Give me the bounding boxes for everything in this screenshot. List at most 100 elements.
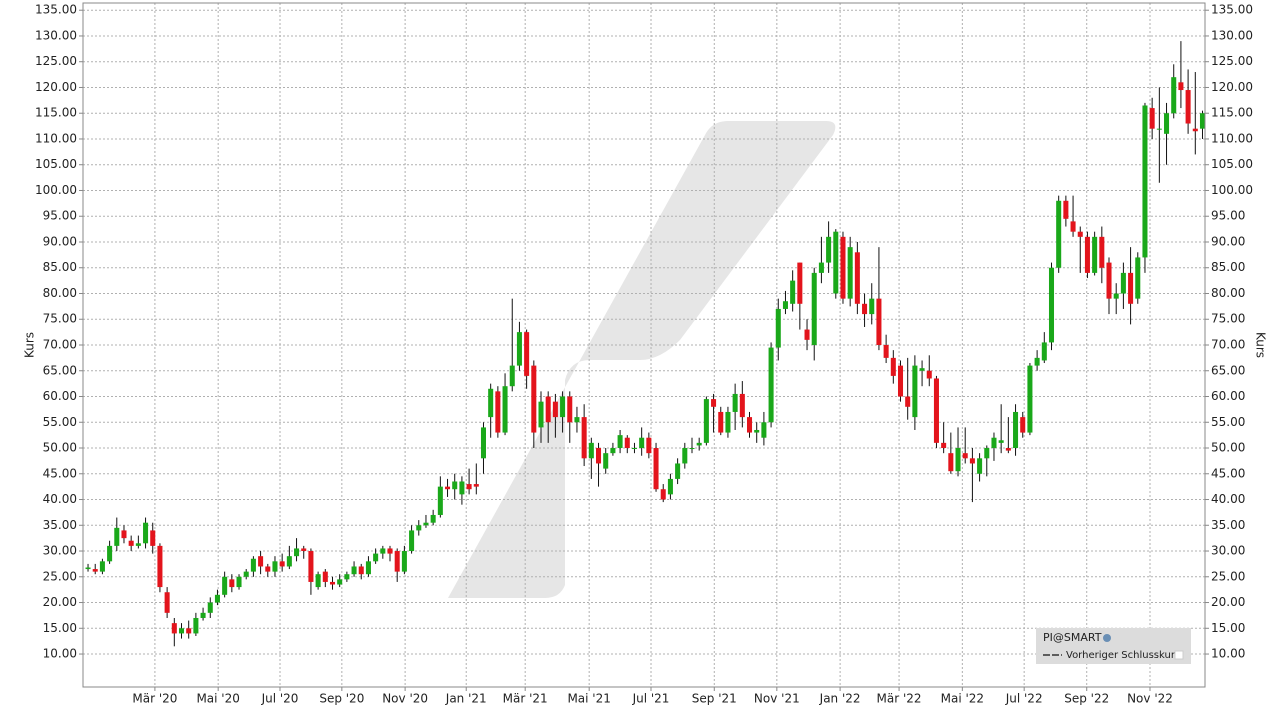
candle-body [617,435,623,449]
candle-body [423,522,429,526]
y2-tick-label: 40.00 [1211,492,1245,506]
candle-body [840,236,846,299]
y-tick-label: 55.00 [43,415,77,429]
candle-body [445,486,451,490]
candle-body [811,272,817,345]
x-tick-label: Mai '20 [196,692,239,706]
candle-body [833,231,839,294]
candle-body [746,417,753,433]
candle-body [207,602,213,613]
candles [85,41,1205,647]
candle-body [1192,128,1198,132]
y2-tick-label: 70.00 [1211,338,1245,352]
x-tick-label: Jan '21 [445,692,487,706]
candle-body [1128,272,1134,304]
candle-body [322,571,328,582]
candle-body [214,594,220,603]
y2-tick-label: 10.00 [1211,647,1245,661]
candle-body [135,543,141,546]
candle-body [696,442,702,446]
candle-body [171,623,177,634]
y2-tick-label: 80.00 [1211,286,1245,300]
candle-body [725,411,731,433]
candle-body [876,298,882,345]
x-tick-label: Mai '22 [941,692,984,706]
candle-body [1199,113,1205,129]
y-tick-label: 120.00 [35,80,77,94]
candle-body [193,617,199,634]
candle-body [337,579,343,585]
y2-axis-label: Kurs [1254,332,1268,358]
candle-body [480,427,486,459]
y2-tick-label: 15.00 [1211,621,1245,635]
candle-body [1084,236,1090,273]
candle-body [804,329,810,340]
candle-body [265,566,271,572]
y2-tick-label: 45.00 [1211,466,1245,480]
y-tick-label: 60.00 [43,389,77,403]
candle-body [358,566,364,575]
candle-body [754,429,760,433]
candle-body [250,558,256,572]
legend-checkbox[interactable] [1174,650,1184,660]
candle-body [509,365,515,387]
y2-tick-label: 110.00 [1211,131,1253,145]
y2-tick-label: 35.00 [1211,518,1245,532]
candle-body [797,262,803,304]
x-tick-label: Mär '20 [132,692,177,706]
candle-body [85,567,91,570]
candle-body [1171,77,1177,114]
candle-body [682,448,688,464]
x-tick-label: Mai '21 [567,692,610,706]
y-tick-label: 35.00 [43,518,77,532]
candle-body [552,401,558,418]
candle-body [258,556,264,567]
y-tick-label: 135.00 [35,3,77,17]
y-tick-label: 15.00 [43,621,77,635]
y2-tick-label: 75.00 [1211,312,1245,326]
candle-body [387,548,393,554]
candle-body [92,569,98,572]
candle-body [596,448,602,464]
candle-body [826,236,832,263]
candle-body [631,448,637,450]
y2-tick-label: 20.00 [1211,595,1245,609]
candle-body [1070,221,1076,232]
y-tick-label: 80.00 [43,286,77,300]
candle-body [718,411,724,433]
y-tick-label: 115.00 [35,106,77,120]
candle-body [984,448,990,459]
grid [83,3,1205,687]
x-tick-label: Jul '21 [632,692,670,706]
candle-body [380,548,386,554]
candle-body [869,298,875,315]
candle-body [1106,262,1112,299]
y-tick-label: 110.00 [35,131,77,145]
y-tick-label: 50.00 [43,441,77,455]
y-tick-label: 40.00 [43,492,77,506]
candle-body [1056,200,1062,268]
candle-body [344,574,350,580]
y2-tick-label: 125.00 [1211,54,1253,68]
y2-tick-label: 30.00 [1211,544,1245,558]
y2-tick-label: 115.00 [1211,106,1253,120]
candle-body [768,347,774,423]
candle-body [157,545,163,588]
candle-body [603,453,609,469]
x-tick-label: Mär '22 [877,692,922,706]
candle-body [1020,417,1026,433]
candle-body [991,437,997,449]
candle-body [897,365,904,397]
x-tick-label: Sep '20 [319,692,364,706]
candle-body [279,561,285,567]
candle-body [308,551,314,582]
candle-body [567,396,573,423]
x-tick-label: Jan '22 [819,692,861,706]
candle-body [675,463,681,479]
candle-body [495,391,501,433]
candle-body [200,612,206,618]
candle-body [1164,113,1170,134]
candle-body [1005,448,1011,451]
candle-body [394,551,400,572]
candle-body [430,514,436,523]
